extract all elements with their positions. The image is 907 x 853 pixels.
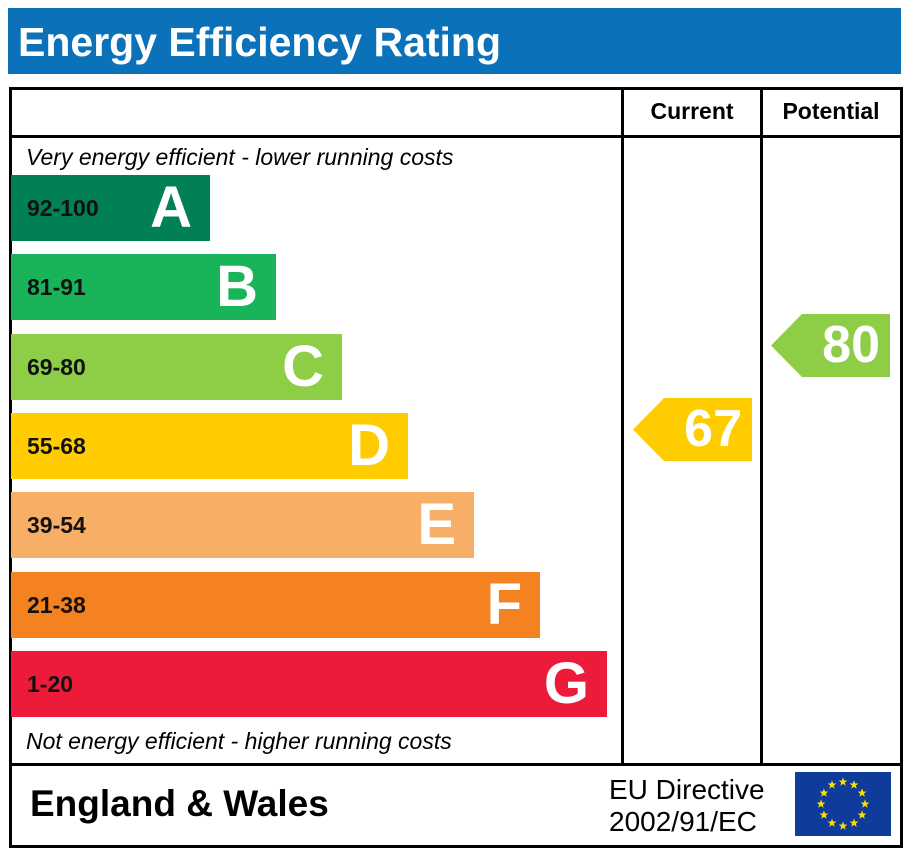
- current-header: Current: [650, 98, 734, 124]
- band-g: 1-20 G: [11, 651, 607, 717]
- star-icon: [857, 810, 867, 819]
- potential-rating-value: 80: [822, 316, 880, 374]
- band-a: 92-100 A: [11, 175, 210, 241]
- chart-frame: [9, 87, 903, 848]
- arrow-shape: [771, 314, 890, 377]
- star-icon: [827, 818, 837, 827]
- title-bar: [8, 8, 901, 74]
- star-icon: [838, 777, 848, 786]
- star-icon: [819, 810, 829, 819]
- star-icon: [860, 799, 870, 808]
- potential-rating-arrow: 80: [771, 314, 890, 377]
- band-letter: B: [216, 254, 258, 319]
- star-icon: [849, 818, 859, 827]
- directive-line2: 2002/91/EC: [609, 806, 757, 837]
- star-icon: [827, 780, 837, 789]
- band-range: 69-80: [27, 354, 86, 380]
- star-icon: [857, 788, 867, 797]
- bottom-note: Not energy efficient - higher running co…: [26, 728, 452, 754]
- band-letter: C: [282, 334, 324, 399]
- potential-header: Potential: [782, 98, 880, 124]
- arrow-shape: [633, 397, 752, 461]
- star-icon: [819, 788, 829, 797]
- current-rating-value: 67: [684, 399, 742, 458]
- header-divider: [9, 135, 900, 138]
- band-d: 55-68 D: [11, 413, 408, 479]
- band-b: 81-91 B: [11, 254, 276, 320]
- current-column-divider: [621, 87, 624, 765]
- star-icon: [849, 780, 859, 789]
- directive-line1: EU Directive: [609, 774, 765, 805]
- current-rating-arrow: 67: [633, 397, 752, 461]
- band-range: 81-91: [27, 274, 86, 300]
- star-icon: [838, 821, 848, 830]
- band-letter: A: [150, 175, 192, 240]
- chart-title: Energy Efficiency Rating: [18, 19, 502, 65]
- band-e: 39-54 E: [11, 492, 474, 558]
- band-range: 39-54: [27, 512, 86, 538]
- band-f: 21-38 F: [11, 572, 540, 638]
- country-label: England & Wales: [30, 783, 329, 824]
- band-range: 1-20: [27, 671, 74, 697]
- potential-column-divider: [760, 87, 763, 765]
- footer-divider: [9, 763, 900, 766]
- band-range: 92-100: [27, 195, 99, 221]
- band-range: 21-38: [27, 592, 86, 618]
- band-letter: G: [543, 651, 589, 716]
- eu-flag-icon: [795, 772, 891, 836]
- band-letter: E: [417, 492, 456, 557]
- star-icon: [816, 799, 826, 808]
- top-note: Very energy efficient - lower running co…: [26, 144, 454, 170]
- band-c: 69-80 C: [11, 334, 342, 400]
- band-letter: D: [348, 413, 390, 478]
- band-range: 55-68: [27, 433, 86, 459]
- band-letter: F: [486, 572, 522, 637]
